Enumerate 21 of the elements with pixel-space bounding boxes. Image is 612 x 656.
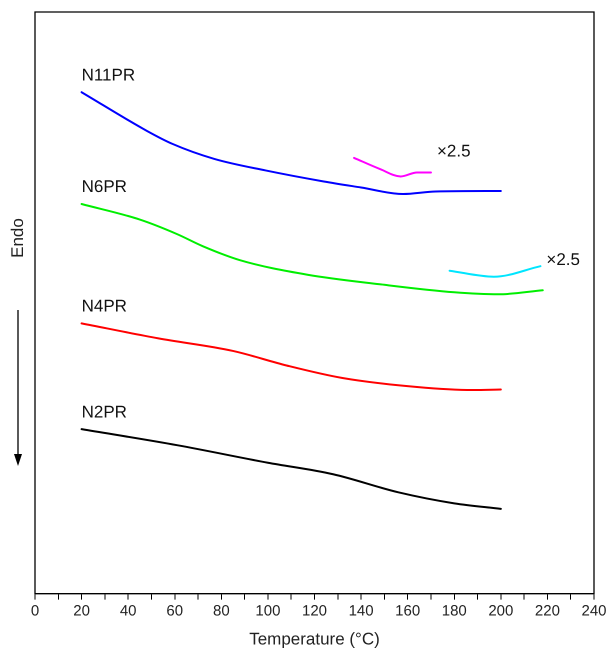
x-tick-label: 240 [581, 602, 607, 620]
x-tick-label: 100 [255, 602, 280, 620]
x-tick-label: 200 [488, 602, 514, 620]
x-tick-label: 0 [30, 602, 40, 620]
x-tick-label: 160 [395, 602, 420, 620]
x-tick-label: 180 [442, 602, 467, 620]
x-tick-label: 220 [534, 602, 560, 620]
x-axis-title: Temperature (°C) [249, 629, 380, 648]
x-tick-label: 20 [73, 602, 90, 620]
y-axis-title: Endo [8, 218, 28, 258]
series-label: N11PR [82, 65, 136, 84]
series-label: N6PR [82, 177, 127, 196]
x-tick-label: 120 [302, 602, 328, 620]
series-label: N2PR [82, 402, 127, 422]
x-tick-label: 80 [212, 602, 230, 620]
x-tick-label: 140 [348, 602, 374, 620]
x-tick-label: 40 [120, 602, 137, 620]
series-label: N4PR [82, 296, 127, 316]
annotation: ×2.5 [436, 142, 471, 161]
annotation: ×2.5 [546, 250, 580, 269]
x-tick-label: 60 [166, 602, 184, 620]
